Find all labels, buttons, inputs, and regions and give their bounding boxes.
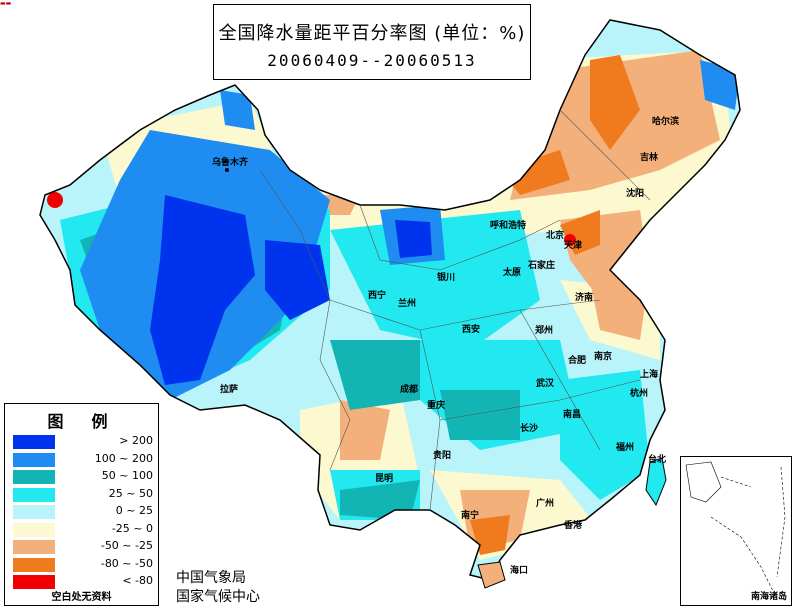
hainan-island xyxy=(477,561,506,589)
legend-label: 50 ~ 100 xyxy=(101,469,153,482)
legend-row: -25 ~ 0 xyxy=(13,521,155,537)
legend-no-data-note: 空白处无资料 xyxy=(51,592,112,603)
province-borders xyxy=(259,109,651,511)
city-nanjing: 南京 xyxy=(594,352,613,362)
south-china-sea-inset: 南海诸岛 xyxy=(680,456,792,606)
city-zhengzhou: 郑州 xyxy=(535,326,554,336)
city-taibei: 台北 xyxy=(648,455,667,465)
legend-row: 50 ~ 100 xyxy=(13,469,155,484)
city-xianggang: 香港 xyxy=(564,521,583,531)
city-nanning: 南宁 xyxy=(461,511,480,521)
city-dot xyxy=(225,168,229,172)
city-changchun: 吉林 xyxy=(640,153,659,163)
city-huhehaote: 呼和浩特 xyxy=(490,221,527,231)
legend-swatch xyxy=(13,522,55,537)
legend-label: 25 ~ 50 xyxy=(108,486,153,500)
legend-row: 100 ~ 200 xyxy=(13,451,155,467)
legend-row: < -80 xyxy=(13,574,155,589)
city-xian: 西安 xyxy=(462,325,481,335)
inset-map xyxy=(685,461,786,598)
legend-label: -50 ~ -25 xyxy=(100,539,153,552)
legend-label: -25 ~ 0 xyxy=(111,521,153,535)
legend-swatch xyxy=(13,470,55,484)
legend-swatch xyxy=(13,487,55,502)
city-lasa: 拉萨 xyxy=(220,385,239,395)
legend-swatch xyxy=(13,435,55,449)
city-hangzhou: 杭州 xyxy=(630,389,649,399)
legend-swatch xyxy=(13,452,55,467)
legend-swatch xyxy=(13,575,55,589)
city-xining: 西宁 xyxy=(368,291,387,301)
city-tianjin: 天津 xyxy=(564,241,583,251)
date-range: 20060409--20060513 xyxy=(267,51,477,70)
legend-label: 100 ~ 200 xyxy=(94,451,153,465)
corner-mark: ▬▬ xyxy=(0,0,12,7)
city-yinchuan: 银川 xyxy=(437,273,456,283)
legend-row: 0 ~ 25 xyxy=(13,504,155,519)
city-chongqing: 重庆 xyxy=(427,401,446,411)
city-shanghai: 上海 xyxy=(640,370,659,380)
city-beijing: 北京 xyxy=(546,231,565,241)
legend-label: -80 ~ -50 xyxy=(100,556,153,570)
legend-label: 0 ~ 25 xyxy=(115,504,153,517)
city-kunming: 昆明 xyxy=(375,474,394,484)
legend-swatch xyxy=(13,505,55,519)
city-jinan: 济南 xyxy=(575,293,594,303)
country-border xyxy=(39,19,741,581)
legend-row: -50 ~ -25 xyxy=(13,539,155,554)
city-taiyuan: 太原 xyxy=(503,268,522,278)
legend-title: 图例 xyxy=(47,412,136,431)
city-guiyang: 贵阳 xyxy=(433,451,452,461)
city-nanchang: 南昌 xyxy=(563,410,582,420)
legend-label: < -80 xyxy=(122,574,153,587)
legend-row: 25 ~ 50 xyxy=(13,486,155,502)
city-shijiazhuang: 石家庄 xyxy=(528,261,556,271)
city-fuzhou: 福州 xyxy=(616,443,635,453)
legend: 图例 > 200 100 ~ 200 50 ~ 100 25 ~ 50 0 ~ 25 -2… xyxy=(4,403,159,606)
agency-ncc: 国家气候中心 xyxy=(176,589,260,605)
city-wulumuqi: 乌鲁木齐 xyxy=(212,158,249,168)
taiwan-island xyxy=(645,457,667,507)
legend-label: > 200 xyxy=(119,434,153,447)
city-guangzhou: 广州 xyxy=(536,499,555,509)
city-changsha: 长沙 xyxy=(520,424,539,434)
city-haikou: 海口 xyxy=(510,566,529,576)
legend-row: -80 ~ -50 xyxy=(13,556,155,572)
city-chengdu: 成都 xyxy=(400,385,419,395)
city-haerbin: 哈尔滨 xyxy=(652,117,680,127)
inset-label: 南海诸岛 xyxy=(750,592,787,602)
map-title: 全国降水量距平百分率图 (单位：%) xyxy=(218,23,526,44)
agency-cma: 中国气象局 xyxy=(176,570,246,586)
city-lanzhou: 兰州 xyxy=(398,299,417,309)
city-hefei: 合肥 xyxy=(568,356,587,366)
legend-swatch xyxy=(13,557,55,572)
legend-row: > 200 xyxy=(13,434,155,449)
city-wuhan: 武汉 xyxy=(536,379,555,389)
title-box: 全国降水量距平百分率图 (单位：%) 20060409--20060513 xyxy=(213,4,531,80)
city-shenyang: 沈阳 xyxy=(626,189,645,199)
legend-swatch xyxy=(13,540,55,554)
